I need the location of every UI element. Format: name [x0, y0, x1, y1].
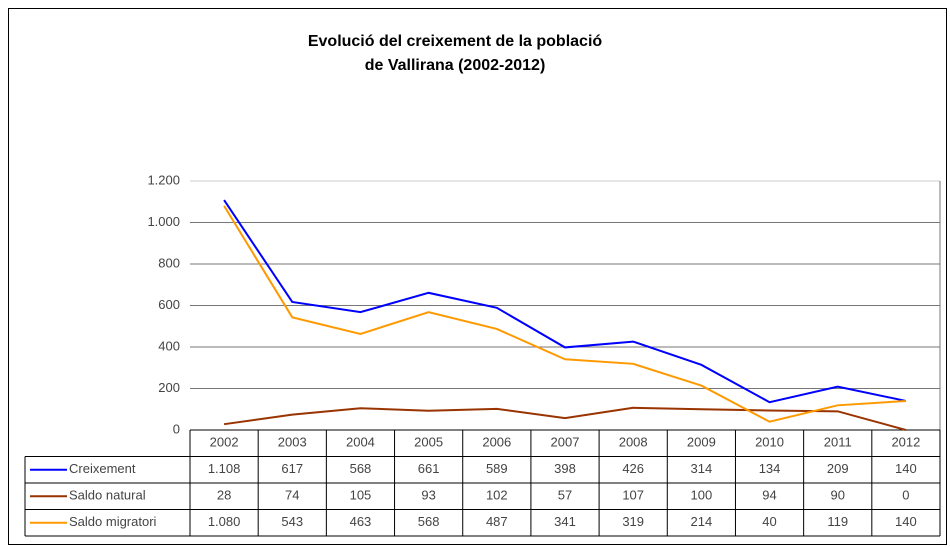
table-value: 209: [827, 461, 849, 476]
table-value: 426: [622, 461, 644, 476]
table-value: 40: [762, 514, 776, 529]
chart-border: [8, 8, 947, 545]
legend-label: Saldo natural: [69, 488, 146, 503]
table-value: 487: [486, 514, 508, 529]
table-value: 463: [350, 514, 372, 529]
table-value: 119: [827, 514, 848, 529]
x-tick-label: 2012: [891, 435, 920, 450]
table-value: 90: [830, 488, 844, 503]
table-value: 140: [895, 514, 917, 529]
y-tick-label: 800: [158, 255, 180, 270]
table-value: 93: [421, 488, 435, 503]
table-value: 74: [285, 488, 299, 503]
x-tick-label: 2007: [551, 435, 580, 450]
x-tick-label: 2003: [278, 435, 307, 450]
table-value: 543: [281, 514, 303, 529]
x-tick-label: 2004: [346, 435, 375, 450]
table-value: 214: [691, 514, 713, 529]
table-value: 28: [217, 488, 231, 503]
chart-title: Evolució del creixement de la població: [308, 33, 603, 50]
x-tick-label: 2011: [824, 435, 852, 450]
y-tick-label: 600: [158, 297, 180, 312]
table-value: 568: [418, 514, 440, 529]
table-value: 57: [558, 488, 572, 503]
table-value: 134: [759, 461, 781, 476]
table-value: 0: [902, 488, 909, 503]
x-tick-label: 2006: [482, 435, 511, 450]
x-tick-label: 2008: [619, 435, 648, 450]
x-tick-label: 2009: [687, 435, 716, 450]
y-tick-label: 1.200: [147, 172, 180, 187]
x-tick-label: 2010: [755, 435, 784, 450]
y-tick-label: 1.000: [147, 214, 180, 229]
table-value: 319: [622, 514, 644, 529]
table-value: 617: [281, 461, 303, 476]
series-line: [223, 205, 906, 423]
legend-label: Creixement: [69, 461, 136, 476]
table-value: 661: [418, 461, 440, 476]
legend-label: Saldo migratori: [69, 514, 157, 529]
table-value: 1.080: [208, 514, 241, 529]
x-tick-label: 2002: [210, 435, 239, 450]
series-line: [223, 406, 907, 431]
y-tick-label: 200: [158, 380, 180, 395]
table-value: 105: [350, 488, 372, 503]
table-value: 314: [691, 461, 713, 476]
y-tick-label: 400: [158, 338, 180, 353]
table-value: 589: [486, 461, 508, 476]
series-line: [223, 199, 907, 404]
chart-title: de Vallirana (2002-2012): [365, 57, 546, 74]
table-value: 568: [350, 461, 372, 476]
table-value: 102: [486, 488, 508, 503]
table-value: 1.108: [208, 461, 241, 476]
table-value: 341: [554, 514, 576, 529]
table-value: 140: [895, 461, 917, 476]
y-tick-label: 0: [173, 421, 180, 436]
x-tick-label: 2005: [414, 435, 443, 450]
table-value: 107: [622, 488, 644, 503]
table-value: 94: [762, 488, 776, 503]
table-value: 100: [691, 488, 713, 503]
table-value: 398: [554, 461, 576, 476]
